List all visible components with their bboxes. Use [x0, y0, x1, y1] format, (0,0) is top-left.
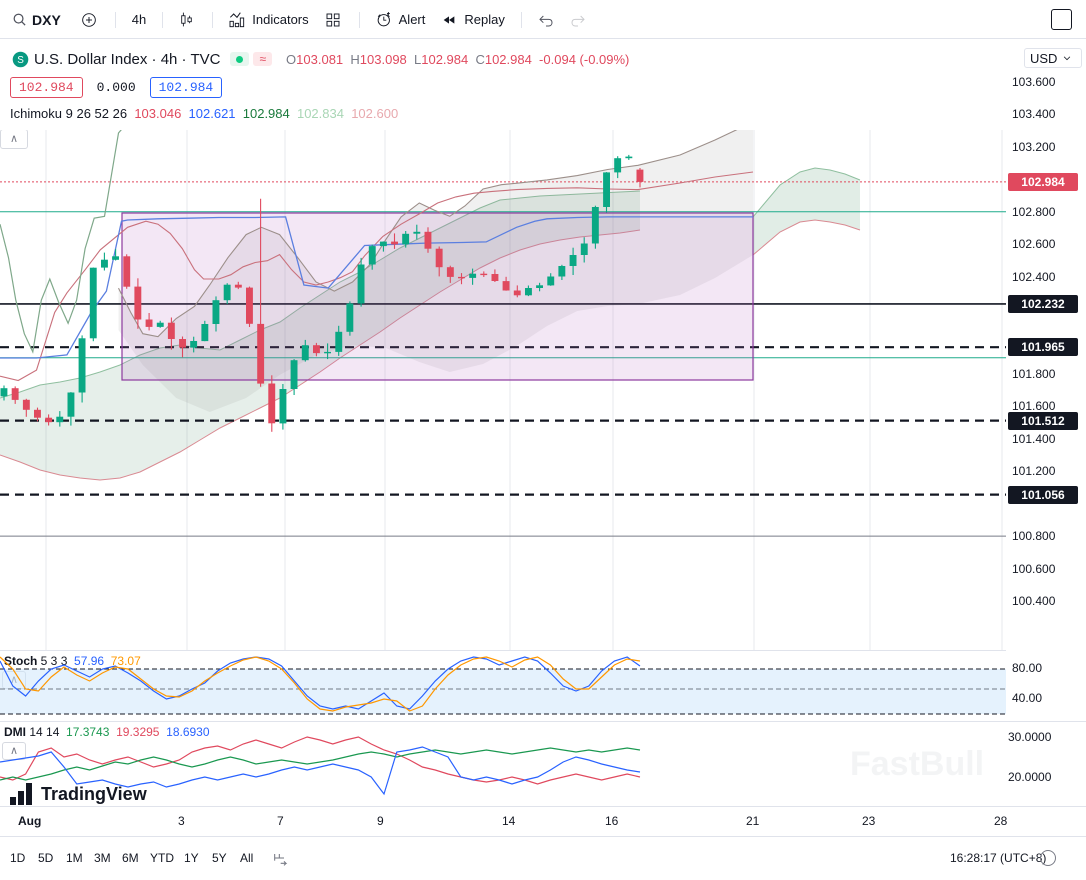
- svg-text:S: S: [17, 55, 24, 66]
